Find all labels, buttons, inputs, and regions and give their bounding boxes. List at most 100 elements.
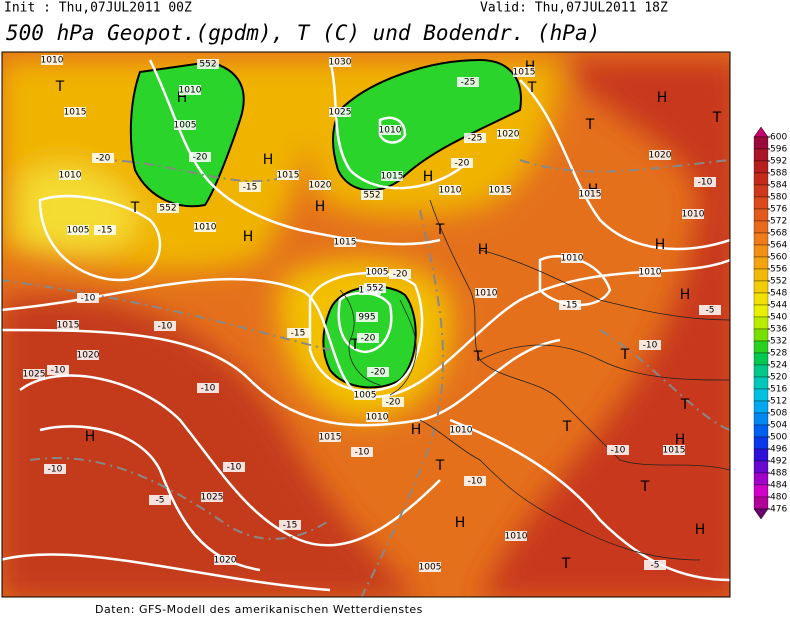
contour-label: -20 bbox=[393, 270, 408, 280]
colorbar-label: 476 bbox=[770, 505, 787, 515]
map-label-box: 1010 bbox=[450, 425, 473, 436]
map-label-box: -20 bbox=[382, 397, 404, 408]
label-bg bbox=[579, 189, 601, 199]
colorbar-cell bbox=[753, 484, 769, 498]
label-bg bbox=[44, 464, 66, 474]
map-label-box: -20 bbox=[357, 333, 379, 344]
map-label-box: T bbox=[620, 347, 630, 363]
contour-label: 1015 bbox=[513, 68, 536, 78]
map-label-box: T bbox=[435, 458, 445, 474]
label-bg bbox=[439, 185, 461, 195]
contour-label: -25 bbox=[468, 134, 483, 144]
map-label-box: T bbox=[640, 479, 650, 495]
map-label-box: -10 bbox=[197, 383, 219, 394]
colorbar-cell bbox=[753, 304, 769, 318]
label-bg bbox=[364, 283, 386, 293]
pressure-center: H bbox=[695, 522, 706, 538]
contour-label: 1015 bbox=[381, 172, 404, 182]
contour-label: -15 bbox=[98, 226, 113, 236]
contour-label: 1010 bbox=[475, 289, 498, 299]
map-label-box: H bbox=[478, 242, 489, 258]
map-label-box: -20 bbox=[92, 153, 114, 164]
pressure-center: H bbox=[243, 229, 254, 245]
map-label-box: 1005 bbox=[174, 120, 196, 131]
map-label-box: 1015 bbox=[663, 445, 685, 456]
label-bg bbox=[319, 432, 341, 442]
label-bg bbox=[194, 222, 216, 232]
label-bg bbox=[475, 288, 497, 298]
label-bg bbox=[77, 293, 99, 303]
pressure-center: H bbox=[478, 242, 489, 258]
label-bg bbox=[94, 225, 116, 235]
colorbar-cell bbox=[753, 412, 769, 426]
contour-label: 552 bbox=[366, 284, 383, 294]
map-frame bbox=[1, 51, 731, 598]
label-bg bbox=[639, 267, 661, 277]
colorbar-cell bbox=[753, 472, 769, 486]
contour-label: 1020 bbox=[309, 181, 332, 191]
pressure-center: T bbox=[562, 419, 572, 435]
contour-label: 1010 bbox=[366, 413, 389, 423]
label-bg bbox=[561, 253, 583, 263]
contour-label: -15 bbox=[283, 521, 298, 531]
label-bg bbox=[223, 462, 245, 472]
map-label-box: -15 bbox=[279, 520, 301, 531]
map-label-box: H bbox=[177, 90, 188, 106]
colorbar-label: 548 bbox=[770, 289, 787, 299]
map-label-box: 995 bbox=[356, 312, 378, 323]
label-bg bbox=[464, 476, 486, 486]
contour-label: -10 bbox=[468, 477, 483, 487]
map-label-box: 1020 bbox=[77, 350, 100, 361]
map-label-box: -10 bbox=[77, 293, 99, 304]
map-label-box: -15 bbox=[94, 225, 116, 236]
contour-label: 1010 bbox=[639, 268, 662, 278]
map-label-box: -10 bbox=[154, 321, 176, 332]
label-bg bbox=[513, 67, 535, 77]
label-bg bbox=[451, 158, 473, 168]
colorbar-cell bbox=[753, 388, 769, 402]
map-label-box: 552 bbox=[361, 190, 383, 201]
pressure-center: H bbox=[455, 515, 466, 531]
map-label-box: 1025 bbox=[23, 369, 46, 380]
map-label-box: 1015 bbox=[381, 171, 404, 182]
contour-label: -10 bbox=[48, 465, 63, 475]
contour-label: 1015 bbox=[489, 186, 512, 196]
pressure-center: H bbox=[411, 422, 422, 438]
map-label-box: 1010 bbox=[439, 185, 462, 196]
map-label-box: 1015 bbox=[319, 432, 341, 443]
label-bg bbox=[489, 185, 511, 195]
colorbar-cell bbox=[753, 460, 769, 474]
map-label-box: H bbox=[263, 152, 274, 168]
colorbar-label: 584 bbox=[770, 181, 787, 191]
label-bg bbox=[239, 182, 261, 192]
colorbar-label: 508 bbox=[770, 409, 787, 419]
colorbar-bottom-arrow bbox=[753, 508, 769, 520]
map-label-box: H bbox=[85, 429, 96, 445]
contour-label: 1010 bbox=[682, 210, 705, 220]
colorbar-label: 528 bbox=[770, 349, 787, 359]
map-label-box: -10 bbox=[44, 464, 66, 475]
map-label-box: 1005 bbox=[366, 267, 388, 278]
contour-label: 552 bbox=[363, 191, 380, 201]
label-bg bbox=[389, 269, 411, 279]
colorbar-label: 488 bbox=[770, 469, 787, 479]
colorbar-label: 512 bbox=[770, 397, 787, 407]
contour-label: 1015 bbox=[277, 171, 300, 181]
map-label-box: -5 bbox=[644, 560, 666, 571]
map-label-box: 1015 bbox=[57, 320, 79, 331]
label-bg bbox=[329, 107, 351, 117]
map-label-box: 1020 bbox=[309, 180, 332, 191]
colorbar-label: 496 bbox=[770, 445, 787, 455]
pressure-center: H bbox=[263, 152, 274, 168]
label-bg bbox=[59, 170, 81, 180]
contour-label: 1025 bbox=[23, 370, 46, 380]
map-label-box: 1025 bbox=[329, 107, 351, 118]
label-bg bbox=[366, 412, 388, 422]
contour-label: 1010 bbox=[179, 86, 202, 96]
label-bg bbox=[361, 190, 383, 200]
map-label-box: -20 bbox=[389, 269, 411, 280]
map-label-box: H bbox=[315, 199, 326, 215]
map-label-box: 1015 bbox=[489, 185, 512, 196]
colorbar-label: 552 bbox=[770, 277, 787, 287]
map-label-box: H bbox=[657, 90, 668, 106]
